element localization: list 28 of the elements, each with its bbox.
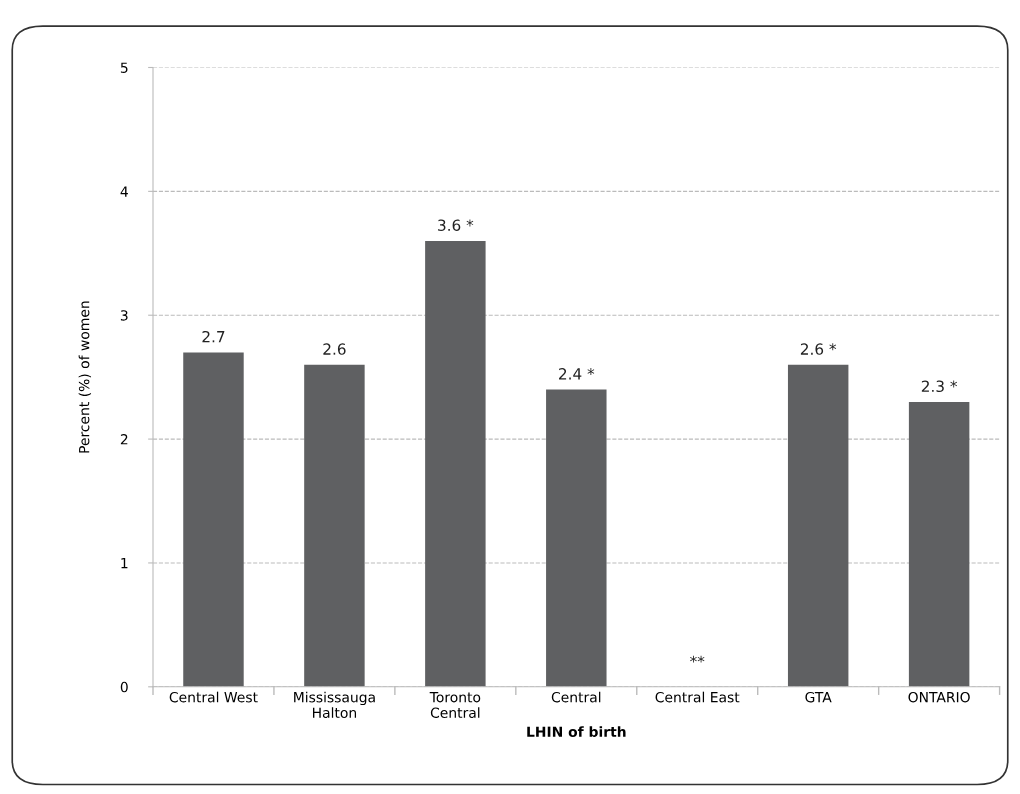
y-axis-title: Percent (%) of women xyxy=(78,301,92,453)
x-tick-label: Central West xyxy=(169,691,258,703)
y-tick-label: 5 xyxy=(120,62,128,73)
data-label: 2.6 xyxy=(323,343,346,355)
bar xyxy=(304,364,365,687)
x-tick-label: ONTARIO xyxy=(908,691,970,703)
x-tick-label: Central East xyxy=(655,691,740,703)
data-label: 3.6 * xyxy=(438,219,474,231)
data-label: 2.6 * xyxy=(800,343,837,355)
x-axis-title: LHIN of birth xyxy=(527,726,626,737)
data-label: 2.4 * xyxy=(559,368,595,380)
data-label: 2.3 * xyxy=(921,380,958,393)
y-tick-label: 4 xyxy=(120,186,128,197)
bar xyxy=(183,352,244,687)
y-tick-label: 2 xyxy=(120,434,128,445)
data-label: 2.7 xyxy=(202,330,225,343)
x-tick-label: Toronto Central xyxy=(429,692,481,718)
x-tick-label: Mississauga Halton xyxy=(294,691,375,718)
bar xyxy=(908,401,970,687)
x-tick-label: Central xyxy=(551,691,601,703)
bar xyxy=(425,240,486,687)
bar xyxy=(787,364,849,687)
y-tick-label: 1 xyxy=(121,558,128,569)
text: ** xyxy=(690,655,705,663)
bar xyxy=(546,389,607,687)
y-tick-label: 0 xyxy=(120,681,128,693)
x-tick-label: GTA xyxy=(805,691,832,703)
y-tick-label: 3 xyxy=(120,310,128,321)
